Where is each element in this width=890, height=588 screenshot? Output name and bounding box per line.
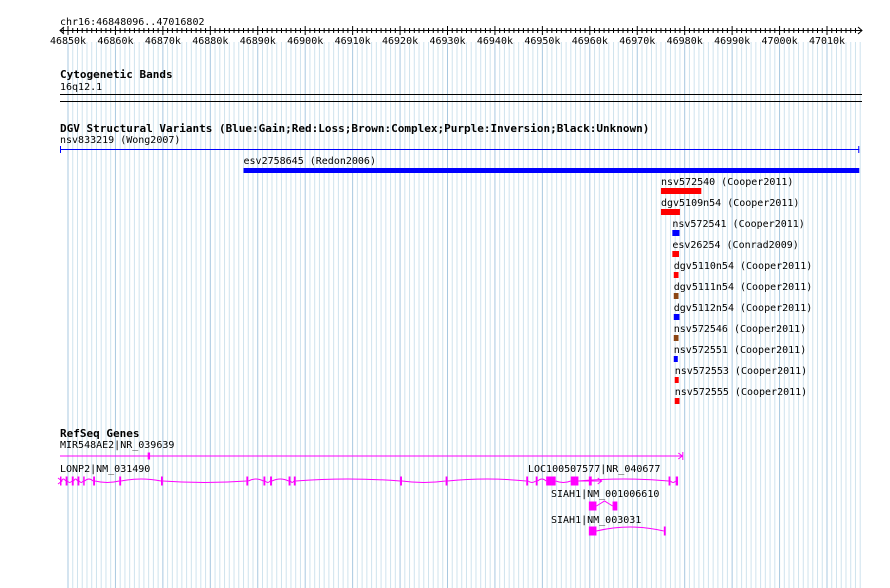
ruler-tick-label: 47000k xyxy=(762,36,798,47)
dgv-track: nsv833219 (Wong2007) esv2758645 (Redon200… xyxy=(60,135,860,404)
gene-exon[interactable] xyxy=(65,476,68,486)
gene-exon[interactable] xyxy=(71,476,74,486)
gene-label[interactable]: LONP2|NM_031490 xyxy=(60,464,150,475)
gene-exon[interactable] xyxy=(445,476,448,486)
dgv-feature-bar[interactable] xyxy=(660,209,680,215)
gene-label[interactable]: MIR548AE2|NR_039639 xyxy=(60,440,174,451)
ruler-tick-label: 46970k xyxy=(619,36,655,47)
refseq-track-title: RefSeq Genes xyxy=(60,427,139,440)
ruler-tick-label: 46960k xyxy=(572,36,608,47)
dgv-feature-label[interactable]: dgv5110n54 (Cooper2011) xyxy=(674,261,812,272)
gene-exon[interactable] xyxy=(400,476,402,486)
gene-exon[interactable] xyxy=(526,476,529,486)
dgv-feature-bar[interactable] xyxy=(672,251,679,257)
gene-exon[interactable] xyxy=(535,476,538,486)
gene-label[interactable]: SIAH1|NM_003031 xyxy=(551,515,641,526)
ruler-tick-label: 46940k xyxy=(477,36,513,47)
dgv-feature-label[interactable]: nsv572546 (Cooper2011) xyxy=(674,324,806,335)
gene-exon[interactable] xyxy=(546,476,556,486)
ruler-tick-label: 46950k xyxy=(524,36,560,47)
dgv-feature-label[interactable]: esv26254 (Conrad2009) xyxy=(672,240,798,251)
dgv-feature-label[interactable]: dgv5111n54 (Cooper2011) xyxy=(674,282,812,293)
dgv-feature-label[interactable]: dgv5109n54 (Cooper2011) xyxy=(661,198,799,209)
gene-exon[interactable] xyxy=(263,476,266,486)
dgv-feature-bar[interactable] xyxy=(673,293,679,299)
ruler-tick-label: 46880k xyxy=(192,36,228,47)
gene-exon[interactable] xyxy=(288,476,291,486)
ruler-tick-label: 47010k xyxy=(809,36,845,47)
dgv-feature-label[interactable]: dgv5112n54 (Cooper2011) xyxy=(674,303,812,314)
dgv-feature-label[interactable]: nsv572555 (Cooper2011) xyxy=(675,387,807,398)
gene-exon[interactable] xyxy=(77,476,80,486)
gene-exon[interactable] xyxy=(668,476,671,486)
dgv-feature-bar[interactable] xyxy=(673,272,679,278)
dgv-feature-bar[interactable] xyxy=(674,398,680,404)
ruler-left-arrow-icon[interactable] xyxy=(59,26,65,35)
ruler-tick-label: 46900k xyxy=(287,36,323,47)
dgv-feature-label[interactable]: nsv833219 (Wong2007) xyxy=(60,135,180,146)
ruler-tick-label: 46920k xyxy=(382,36,418,47)
dgv-feature-label[interactable]: esv2758645 (Redon2006) xyxy=(244,156,376,167)
dgv-feature-label[interactable]: nsv572551 (Cooper2011) xyxy=(674,345,806,356)
gene-exon[interactable] xyxy=(60,476,62,486)
cytobands-track-title: Cytogenetic Bands xyxy=(60,68,173,81)
ruler-tick-label: 46930k xyxy=(429,36,465,47)
refseq-track: MIR548AE2|NR_039639 LONP2|NM_031490 LOC100… xyxy=(57,440,684,536)
ruler-location-label: chr16:46848096..47016802 xyxy=(60,17,205,28)
gene-label[interactable]: SIAH1|NM_001006610 xyxy=(551,489,659,500)
gridlines xyxy=(67,42,861,588)
dgv-track-title: DGV Structural Variants (Blue:Gain;Red:L… xyxy=(60,122,649,135)
gene-exon[interactable] xyxy=(612,501,618,511)
strand-arrow-icon xyxy=(597,477,603,485)
gene-label[interactable]: LOC100507577|NR_040677 xyxy=(528,464,660,475)
cytoband-label: 16q12.1 xyxy=(60,82,102,93)
gene-exon[interactable] xyxy=(570,476,578,486)
dgv-feature-label[interactable]: nsv572541 (Cooper2011) xyxy=(672,219,804,230)
gene-exon[interactable] xyxy=(588,526,597,536)
dgv-feature-label[interactable]: nsv572553 (Cooper2011) xyxy=(675,366,807,377)
dgv-feature-bar[interactable] xyxy=(660,188,702,194)
gene-exon[interactable] xyxy=(119,476,122,486)
ruler-tick-label: 46910k xyxy=(335,36,371,47)
gene-exon[interactable] xyxy=(588,476,592,486)
gene-exon[interactable] xyxy=(83,476,85,486)
gene-exon[interactable] xyxy=(675,476,679,486)
ruler-tick-label: 46860k xyxy=(97,36,133,47)
ruler-tick-label: 46980k xyxy=(667,36,703,47)
gene-exon[interactable] xyxy=(246,476,249,486)
dgv-feature-bar[interactable] xyxy=(672,230,680,236)
ruler-right-arrow-icon[interactable] xyxy=(857,26,863,35)
dgv-feature-label[interactable]: nsv572540 (Cooper2011) xyxy=(661,177,793,188)
gene-exon[interactable] xyxy=(93,476,96,486)
gene-exon[interactable] xyxy=(270,476,272,486)
dgv-feature-bar[interactable] xyxy=(674,377,679,383)
dgv-feature-bar[interactable] xyxy=(60,149,860,150)
gene-exon[interactable] xyxy=(588,501,597,511)
ruler-tick-label: 46990k xyxy=(714,36,750,47)
ruler[interactable]: 46850k 46860k 46870k 46880k 46890k 46900k 4691… xyxy=(50,26,863,47)
ruler-tick-label: 46870k xyxy=(145,36,181,47)
dgv-feature-bar[interactable] xyxy=(673,335,679,341)
dgv-feature-bar[interactable] xyxy=(673,356,678,362)
gene-intron-line xyxy=(596,500,613,507)
ruler-tick-label: 46890k xyxy=(240,36,276,47)
gene-intron-line xyxy=(60,478,677,483)
strand-arrow-icon xyxy=(57,477,63,485)
dgv-feature-bar[interactable] xyxy=(243,168,860,173)
gene-exon[interactable] xyxy=(147,452,151,460)
gene-exon[interactable] xyxy=(293,476,296,486)
gene-exon[interactable] xyxy=(160,476,163,486)
dgv-feature-bar[interactable] xyxy=(673,314,680,320)
gene-intron-line xyxy=(596,526,664,532)
ruler-tick-label: 46850k xyxy=(50,36,86,47)
gene-exon[interactable] xyxy=(663,526,666,536)
